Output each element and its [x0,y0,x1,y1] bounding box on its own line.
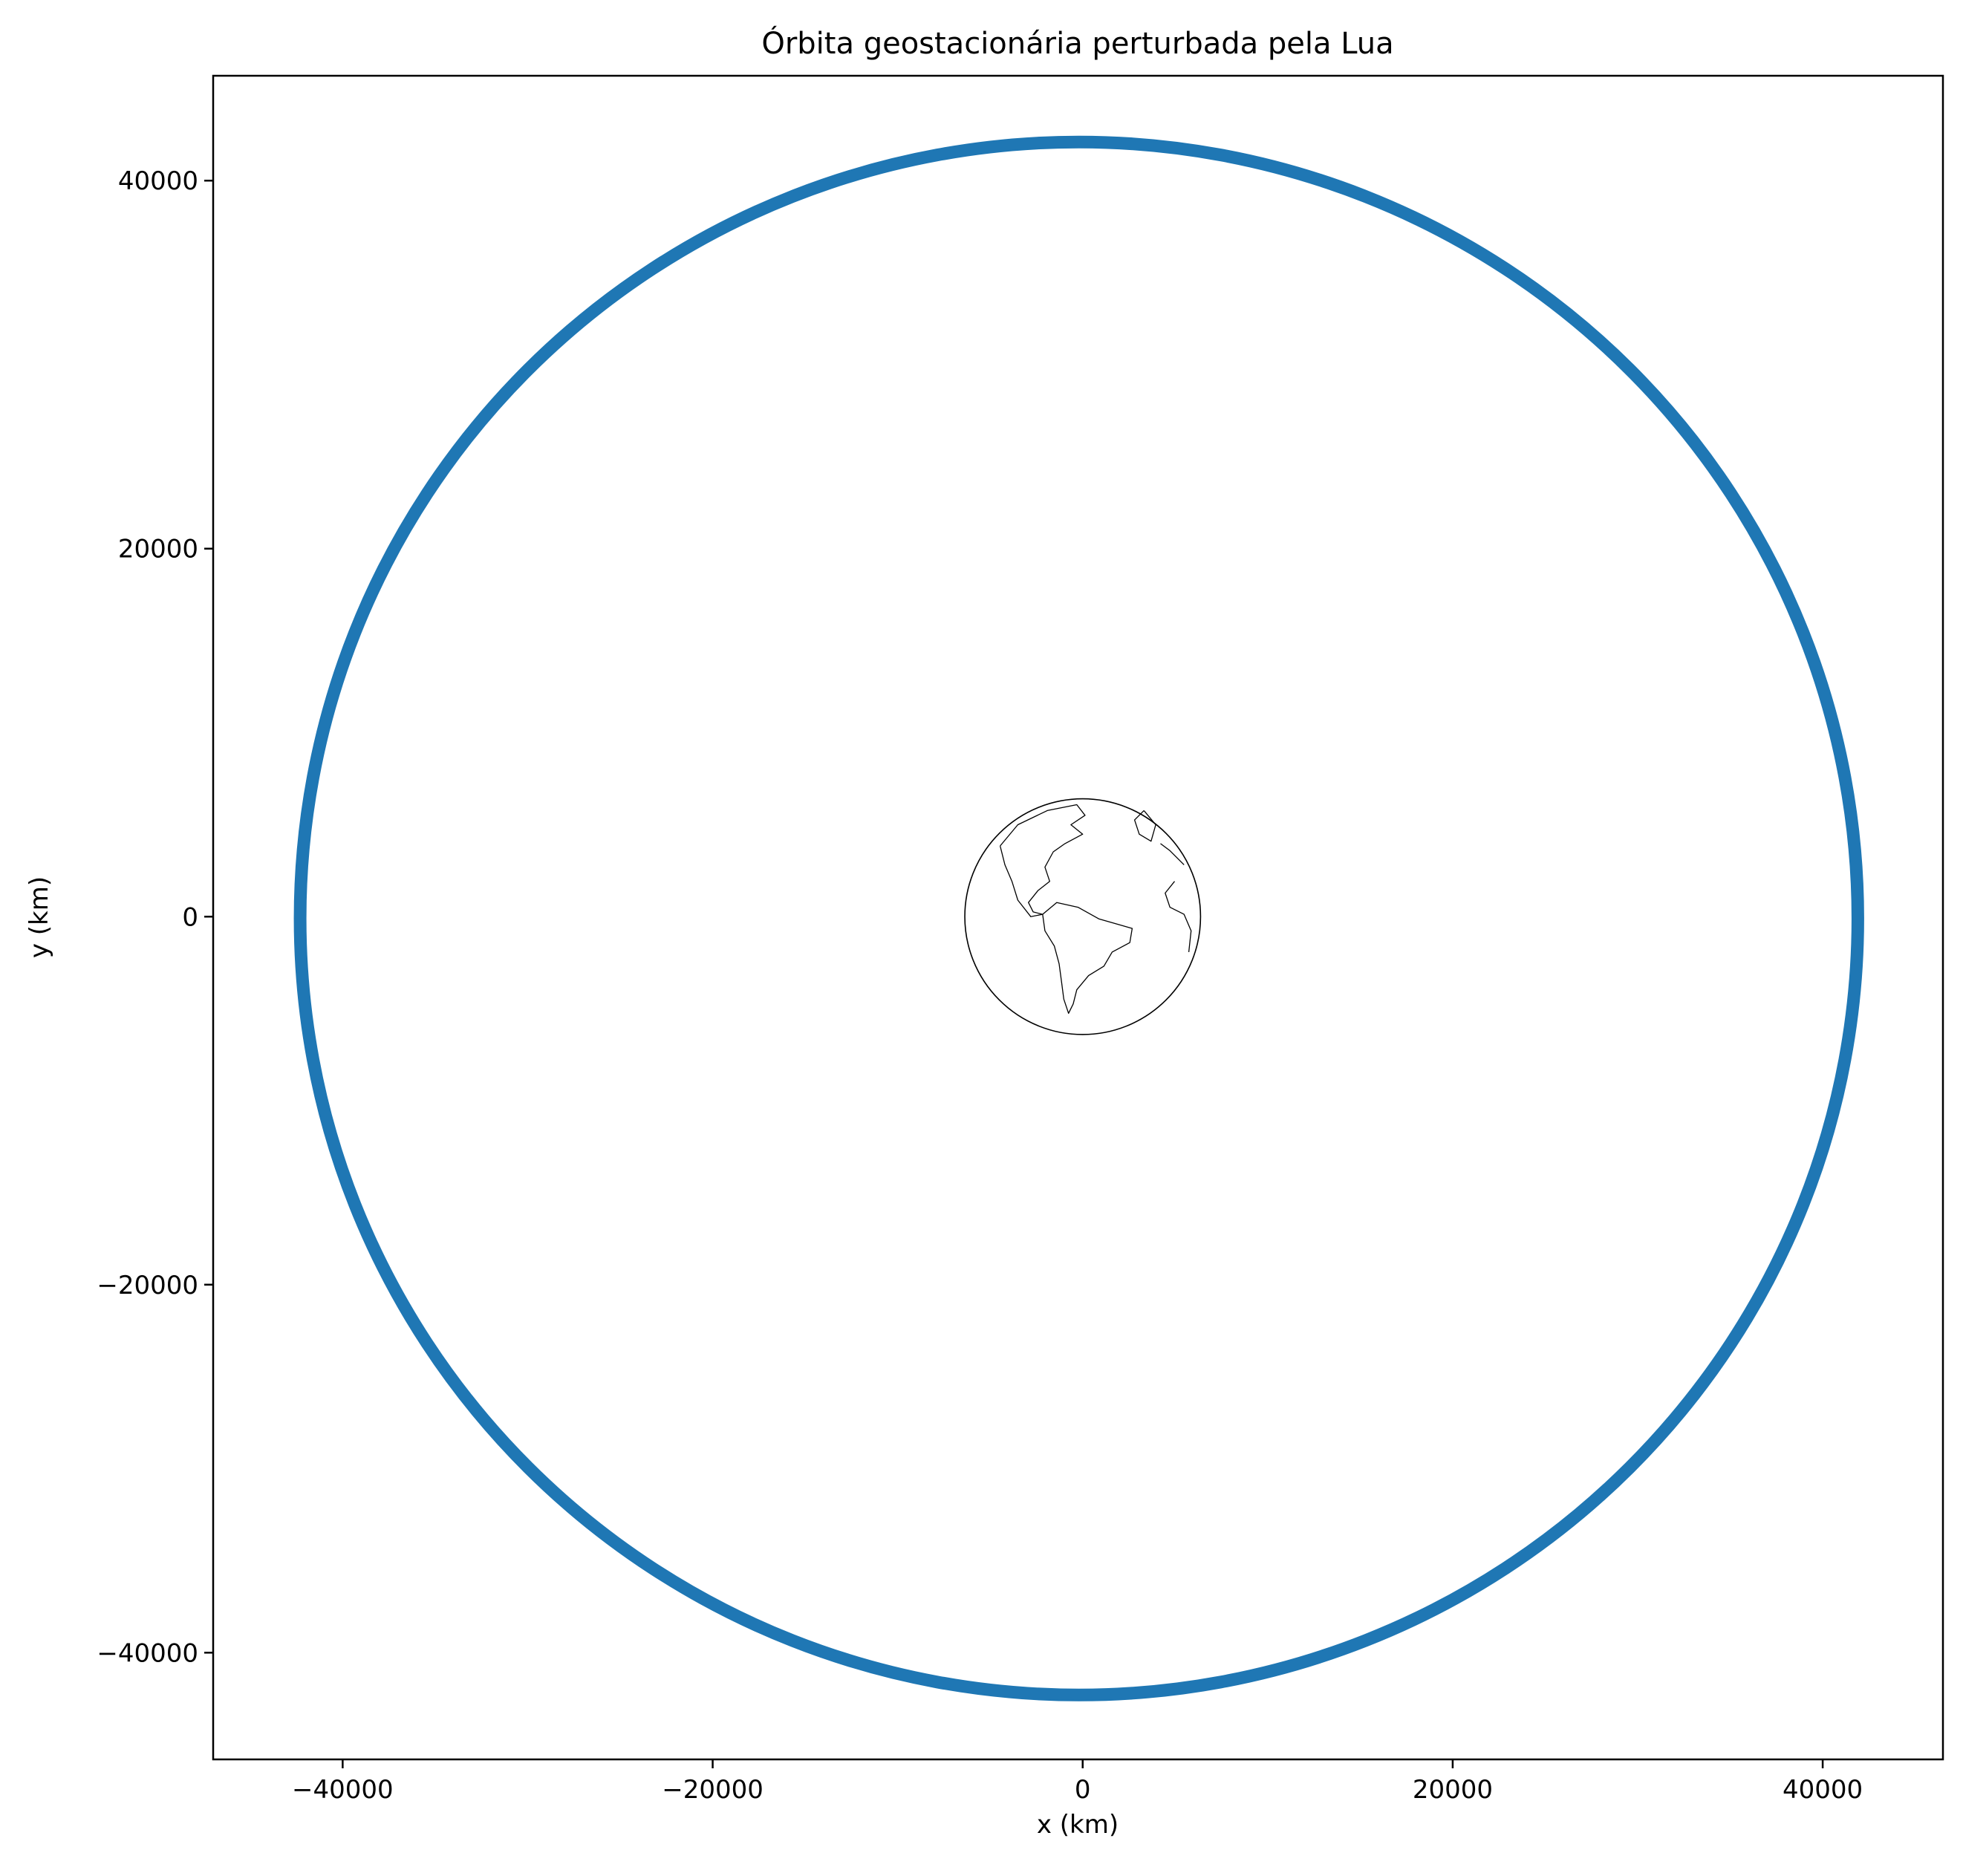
north-america-coastline [999,804,1086,917]
y-ticks: −40000 −20000 0 20000 40000 [97,166,213,1668]
y-tick-label: 20000 [118,535,198,564]
x-tick-label: 40000 [1783,1775,1863,1805]
earth-image [964,798,1202,1035]
orbit-line [293,135,1864,1701]
x-tick-label: 20000 [1413,1775,1493,1805]
series-layer [293,135,1864,1701]
y-axis-label: y (km) [25,876,54,958]
africa-coast-coastline [1165,881,1192,952]
europe-coast-coastline [1160,843,1185,865]
x-axis-label: x (km) [1037,1810,1119,1840]
greenland-coastline [1133,810,1156,842]
south-america-coastline [1042,902,1133,1014]
x-tick-label: 0 [1075,1775,1091,1805]
plot-frame [212,74,1944,1761]
x-tick-label: −40000 [292,1775,394,1805]
y-tick-label: 40000 [118,166,198,196]
chart-title: Órbita geostacionária perturbada pela Lu… [761,25,1393,61]
axes [212,74,1944,1761]
x-ticks: −40000 −20000 0 20000 40000 [292,1759,1863,1805]
x-tick-label: −20000 [662,1775,764,1805]
y-tick-label: 0 [182,902,198,932]
y-tick-label: −40000 [97,1638,198,1668]
y-tick-label: −20000 [97,1271,198,1300]
earth-outline [964,798,1202,1035]
